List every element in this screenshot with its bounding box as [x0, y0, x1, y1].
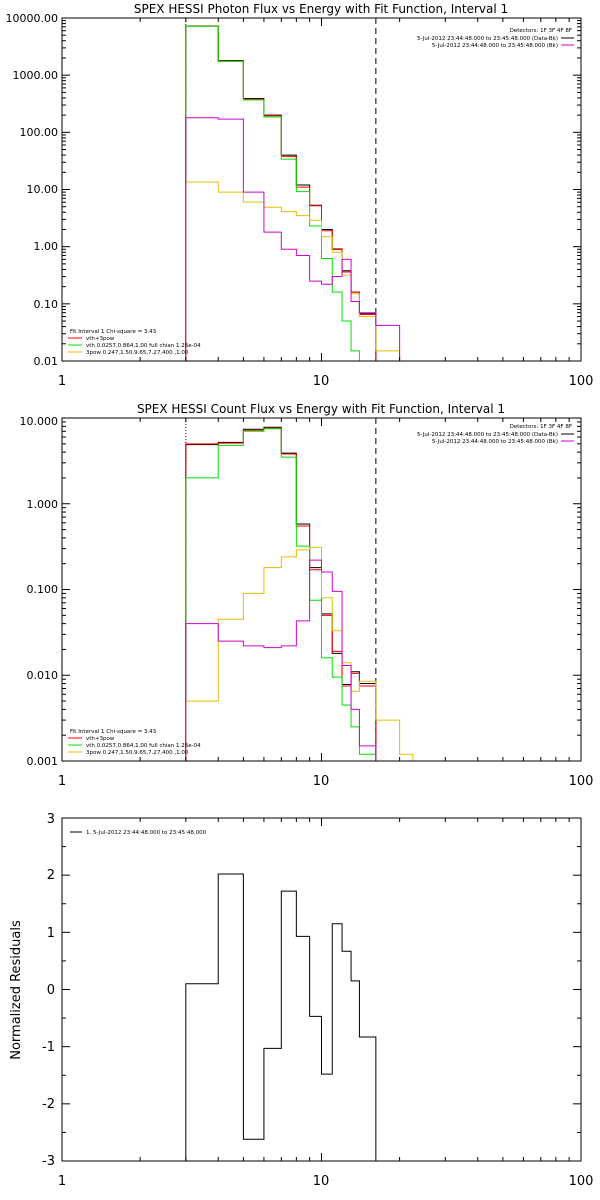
- series-data-bk-line: [185, 426, 377, 761]
- count-y-tick-labels: 0.001 0.010 0.100 1.000 10.000: [20, 415, 59, 768]
- y-tick-label: 10.00: [27, 183, 59, 196]
- legend-title: Fit Interval 1 Chi-square = 3.43: [70, 729, 157, 735]
- legend-label-vth-3pow: vth+3pow: [86, 336, 115, 342]
- residuals-series-layer: [185, 873, 377, 1161]
- photon-series-layer: [185, 18, 401, 362]
- photon-plot-frame: [61, 17, 582, 362]
- y-tick-label: 0.10: [34, 298, 59, 311]
- photon-flux-panel: SPEX HESSI Photon Flux vs Energy with Fi…: [6, 2, 594, 389]
- detectors-label: Detectors: 1F 3F 4F 8F: [510, 424, 572, 430]
- series-data-bk: [185, 426, 377, 761]
- count-legend: Fit Interval 1 Chi-square = 3.43 vth+3po…: [68, 729, 201, 756]
- series-data-bk: [185, 25, 377, 361]
- residuals-panel: -3 -2 -1 0 1 2 3 1 10 100 Normalized Res…: [9, 812, 593, 1189]
- x-tick-label: 1: [58, 374, 66, 389]
- y-tick-label: 0.010: [27, 669, 59, 682]
- y-tick-label: -2: [42, 1097, 55, 1112]
- x-tick-label: 10: [313, 774, 330, 789]
- y-tick-label: 1.00: [34, 240, 59, 253]
- legend-label-vth: vth 0.0257,0.864,1.00 full chian 1.26e-0…: [86, 343, 201, 349]
- residuals-legend: 1. 5-Jul-2012 23:44:48.000 to 23:45:48.0…: [70, 830, 207, 836]
- series-data-bk-line: [185, 25, 377, 361]
- x-tick-label: 100: [569, 774, 594, 789]
- x-tick-label: 1: [58, 1174, 66, 1189]
- series-vth-3pow: [185, 25, 377, 361]
- photon-x-tick-labels: 1 10 100: [58, 374, 594, 389]
- count-ticks-layer: [61, 417, 582, 762]
- legend-label-3pow: 3pow 0.247,1.50,9.65,7.27,400.,1.00: [86, 750, 189, 756]
- x-tick-label: 10: [313, 374, 330, 389]
- y-tick-label: 10000.00: [6, 12, 59, 25]
- series-1-5-jul-2012-23-44-48-000-to-23-45-48-000-line: [185, 873, 377, 1161]
- photon-ticks-layer: [61, 17, 582, 362]
- data-bk-annotation: 5-Jul-2012 23:44:48.000 to 23:45:48.000 …: [417, 36, 558, 42]
- count-x-tick-labels: 1 10 100: [58, 774, 594, 789]
- y-tick-label: 100.00: [20, 126, 59, 139]
- photon-y-tick-labels: 0.01 0.10 1.00 10.00 100.00 1000.00 1000…: [6, 12, 59, 368]
- y-tick-label: 0.01: [34, 355, 59, 368]
- legend-title: Fit Interval 1 Chi-square = 3.43: [70, 329, 157, 335]
- count-flux-panel: SPEX HESSI Count Flux vs Energy with Fit…: [20, 402, 594, 789]
- series-vth: [185, 428, 377, 761]
- y-tick-label: 2: [47, 868, 55, 883]
- x-tick-label: 100: [569, 1174, 594, 1189]
- count-chart-title: SPEX HESSI Count Flux vs Energy with Fit…: [137, 402, 505, 416]
- series-bk: [185, 559, 377, 761]
- bk-annotation: 5-Jul-2012 23:44:48.000 to 23:45:48.000 …: [432, 439, 558, 445]
- y-tick-label: 1000.00: [13, 69, 59, 82]
- series-vth: [185, 25, 376, 362]
- series-bk-line: [185, 117, 401, 361]
- bk-annotation: 5-Jul-2012 23:44:48.000 to 23:45:48.000 …: [432, 43, 558, 49]
- legend-label-vth-3pow: vth+3pow: [86, 736, 115, 742]
- x-tick-label: 100: [569, 374, 594, 389]
- y-tick-label: 10.000: [20, 415, 59, 428]
- series-vth-3pow-line: [185, 25, 377, 361]
- residuals-y-tick-labels: -3 -2 -1 0 1 2 3: [42, 812, 55, 1169]
- legend-label-vth: vth 0.0257,0.864,1.00 full chian 1.26e-0…: [86, 743, 201, 749]
- data-bk-annotation: 5-Jul-2012 23:44:48.000 to 23:45:48.000 …: [417, 432, 558, 438]
- count-detector-annotation: Detectors: 1F 3F 4F 8F 5-Jul-2012 23:44:…: [417, 424, 574, 445]
- residuals-ticks-layer: [61, 817, 582, 1162]
- series-3pow-line: [185, 181, 401, 361]
- series-3pow: [185, 546, 414, 761]
- series-bk: [185, 117, 401, 361]
- series-bk-line: [185, 559, 377, 761]
- series-vth-line: [185, 25, 376, 362]
- y-tick-label: 0.100: [27, 583, 59, 596]
- legend-label-3pow: 3pow 0.247,1.50,9.65,7.27,400.,1.00: [86, 350, 189, 356]
- series-1-5-jul-2012-23-44-48-000-to-23-45-48-000: [185, 873, 377, 1161]
- series-vth-line: [185, 428, 377, 761]
- x-tick-label: 10: [313, 1174, 330, 1189]
- legend-label-interval-1: 1. 5-Jul-2012 23:44:48.000 to 23:45:48.0…: [86, 830, 207, 836]
- photon-detector-annotation: Detectors: 1F 3F 4F 8F 5-Jul-2012 23:44:…: [417, 28, 574, 49]
- series-3pow-line: [185, 546, 414, 761]
- photon-legend: Fit Interval 1 Chi-square = 3.43 vth+3po…: [68, 329, 201, 356]
- y-tick-label: 0.001: [27, 755, 59, 768]
- y-tick-label: 3: [47, 812, 55, 827]
- count-series-layer: [185, 418, 414, 761]
- residuals-plot-frame: [61, 817, 582, 1162]
- y-tick-label: 1.000: [27, 498, 59, 511]
- detectors-label: Detectors: 1F 3F 4F 8F: [510, 28, 572, 34]
- photon-chart-title: SPEX HESSI Photon Flux vs Energy with Fi…: [134, 2, 508, 16]
- series-3pow: [185, 181, 401, 361]
- x-tick-label: 1: [58, 774, 66, 789]
- residuals-y-axis-label: Normalized Residuals: [9, 920, 24, 1060]
- y-tick-label: -1: [42, 1040, 55, 1055]
- y-tick-label: 0: [47, 983, 55, 998]
- y-tick-label: -3: [42, 1154, 55, 1169]
- y-tick-label: 1: [47, 926, 55, 941]
- residuals-x-tick-labels: 1 10 100: [58, 1174, 594, 1189]
